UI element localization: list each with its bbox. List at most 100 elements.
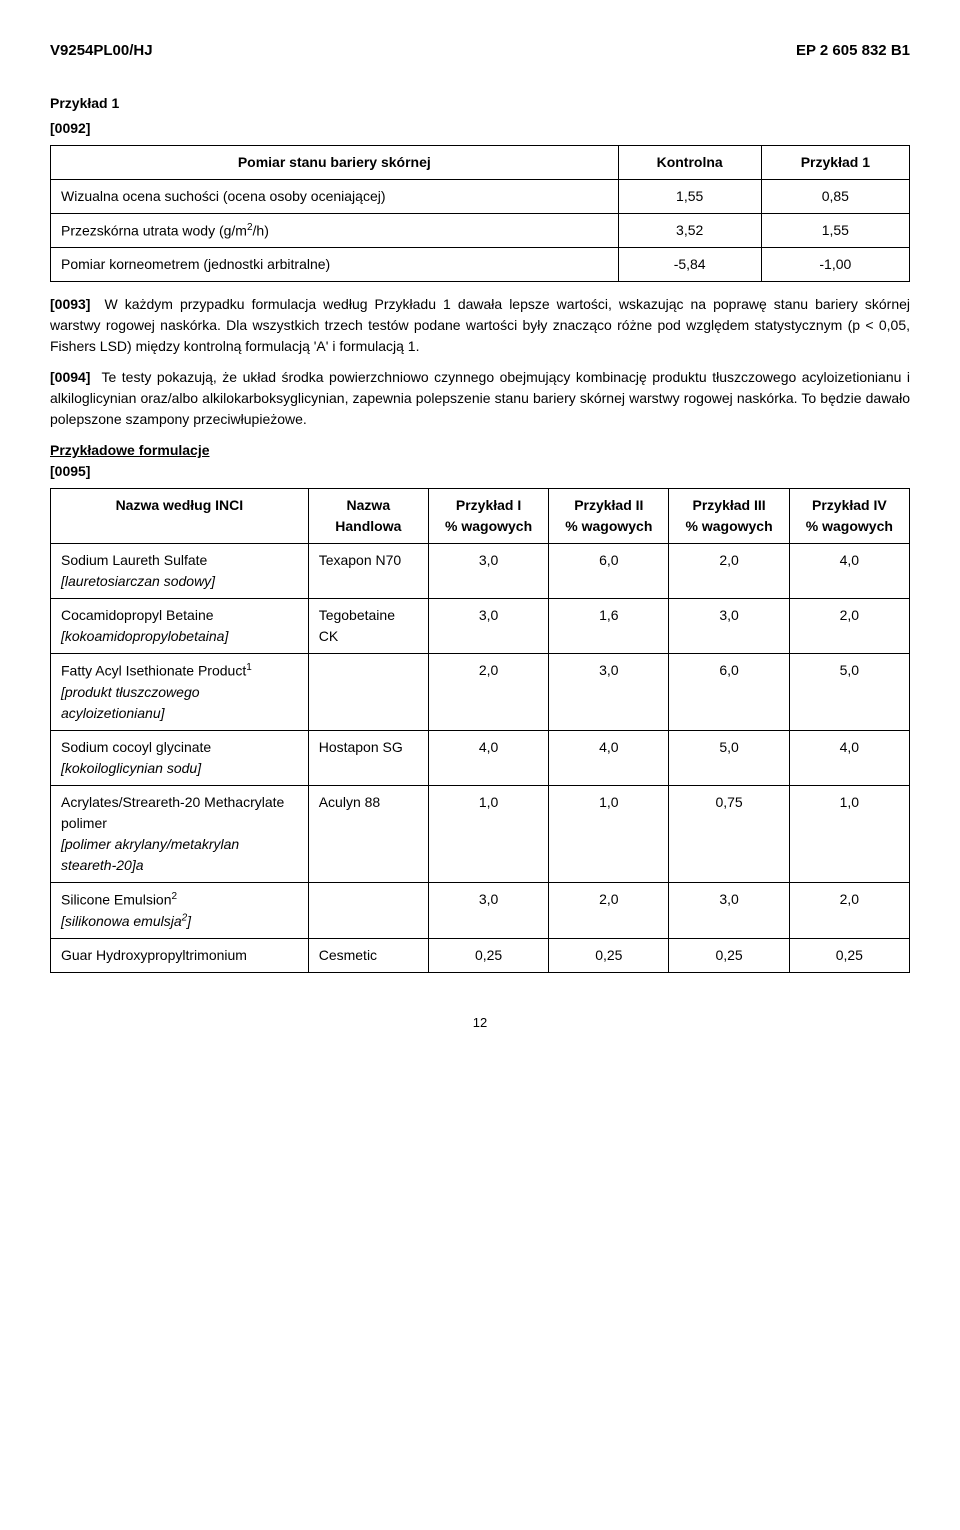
cell: 4,0 xyxy=(789,544,909,599)
ingredient-name: Sodium Laureth Sulfate [lauretosiarczan … xyxy=(51,544,309,599)
ingredient-name: Cocamidopropyl Betaine [kokoamidopropylo… xyxy=(51,599,309,654)
header-right: EP 2 605 832 B1 xyxy=(796,40,910,63)
cell: 4,0 xyxy=(428,730,548,785)
name-sup: 1 xyxy=(246,662,252,673)
ingredient-name: Guar Hydroxypropyltrimonium xyxy=(51,939,309,973)
table-row: Przezskórna utrata wody (g/m2/h) 3,52 1,… xyxy=(51,213,910,248)
cell: 3,52 xyxy=(618,213,761,248)
th-line: % wagowych xyxy=(565,518,652,534)
table-row: Cocamidopropyl Betaine [kokoamidopropylo… xyxy=(51,599,910,654)
paragraph-94: [0094] Te testy pokazują, że układ środk… xyxy=(50,367,910,430)
name-en: Cocamidopropyl Betaine xyxy=(61,607,214,623)
name-pl: [kokoiloglicynian sodu] xyxy=(61,760,201,776)
row-label: Wizualna ocena suchości (ocena osoby oce… xyxy=(51,179,619,213)
th-line: Przykład III xyxy=(693,497,766,513)
cell: 3,0 xyxy=(549,654,669,731)
table-row: Fatty Acyl Isethionate Product1 [produkt… xyxy=(51,654,910,731)
cell: 0,25 xyxy=(549,939,669,973)
name-en: Sodium Laureth Sulfate xyxy=(61,552,207,568)
th-example1: Przykład 1 xyxy=(761,145,909,179)
name-pl: [lauretosiarczan sodowy] xyxy=(61,573,215,589)
cell: 0,85 xyxy=(761,179,909,213)
table-row: Acrylates/Streareth-20 Methacrylate poli… xyxy=(51,785,910,882)
table-row: Pomiar korneometrem (jednostki arbitraln… xyxy=(51,248,910,282)
p94-ref: [0094] xyxy=(50,369,90,385)
page-header: V9254PL00/HJ EP 2 605 832 B1 xyxy=(50,40,910,63)
th-line: Nazwa xyxy=(347,497,391,513)
name-en: Sodium cocoyl glycinate xyxy=(61,739,211,755)
cell: 2,0 xyxy=(549,882,669,938)
trade-name: Texapon N70 xyxy=(308,544,428,599)
table-formulations: Nazwa według INCI Nazwa Handlowa Przykład… xyxy=(50,488,910,973)
cell: 6,0 xyxy=(549,544,669,599)
p95-ref: [0095] xyxy=(50,461,910,482)
cell: 1,55 xyxy=(618,179,761,213)
cell: -5,84 xyxy=(618,248,761,282)
table-header-row: Nazwa według INCI Nazwa Handlowa Przykład… xyxy=(51,489,910,544)
trade-name: Cesmetic xyxy=(308,939,428,973)
trade-name: Hostapon SG xyxy=(308,730,428,785)
ingredient-name: Fatty Acyl Isethionate Product1 [produkt… xyxy=(51,654,309,731)
p93-ref: [0093] xyxy=(50,296,90,312)
name-en: Fatty Acyl Isethionate Product xyxy=(61,663,246,679)
th-line: % wagowych xyxy=(445,518,532,534)
label-text: /h) xyxy=(253,222,269,238)
table-row: Wizualna ocena suchości (ocena osoby oce… xyxy=(51,179,910,213)
th-ex4: Przykład IV % wagowych xyxy=(789,489,909,544)
th-inci: Nazwa według INCI xyxy=(51,489,309,544)
cell: 2,0 xyxy=(428,654,548,731)
cell: 2,0 xyxy=(669,544,789,599)
trade-name xyxy=(308,882,428,938)
name-pl: [produkt tłuszczowego acyloizetionianu] xyxy=(61,684,200,721)
table-row: Silicone Emulsion2 [silikonowa emulsja2]… xyxy=(51,882,910,938)
cell: 0,25 xyxy=(789,939,909,973)
cell: 3,0 xyxy=(428,544,548,599)
th-line: Przykład II xyxy=(574,497,643,513)
ingredient-name: Silicone Emulsion2 [silikonowa emulsja2] xyxy=(51,882,309,938)
name-pl-text: [silikonowa emulsja xyxy=(61,913,182,929)
cell: 1,0 xyxy=(549,785,669,882)
cell: 6,0 xyxy=(669,654,789,731)
trade-name xyxy=(308,654,428,731)
th-ex1: Przykład I % wagowych xyxy=(428,489,548,544)
name-sup: 2 xyxy=(172,891,178,902)
cell: 5,0 xyxy=(789,654,909,731)
th-line: % wagowych xyxy=(806,518,893,534)
row-label: Przezskórna utrata wody (g/m2/h) xyxy=(51,213,619,248)
cell: 1,6 xyxy=(549,599,669,654)
name-en: Guar Hydroxypropyltrimonium xyxy=(61,947,247,963)
section2-title: Przykładowe formulacje xyxy=(50,440,910,461)
paragraph-93: [0093] W każdym przypadku formulacja wed… xyxy=(50,294,910,357)
p92-ref: [0092] xyxy=(50,118,910,139)
cell: 1,0 xyxy=(789,785,909,882)
name-pl: [silikonowa emulsja2] xyxy=(61,913,191,929)
th-ex3: Przykład III% wagowych xyxy=(669,489,789,544)
cell: 3,0 xyxy=(669,599,789,654)
th-line: Handlowa xyxy=(335,518,401,534)
cell: -1,00 xyxy=(761,248,909,282)
ingredient-name: Acrylates/Streareth-20 Methacrylate poli… xyxy=(51,785,309,882)
cell: 4,0 xyxy=(549,730,669,785)
th-line: Przykład IV xyxy=(812,497,887,513)
page-number: 12 xyxy=(50,1013,910,1033)
cell: 1,0 xyxy=(428,785,548,882)
p94-text: Te testy pokazują, że układ środka powie… xyxy=(50,369,910,427)
table-barrier: Pomiar stanu bariery skórnej Kontrolna P… xyxy=(50,145,910,283)
cell: 4,0 xyxy=(789,730,909,785)
trade-name: Tegobetaine CK xyxy=(308,599,428,654)
cell: 3,0 xyxy=(669,882,789,938)
cell: 0,25 xyxy=(428,939,548,973)
cell: 2,0 xyxy=(789,882,909,938)
table-row: Guar Hydroxypropyltrimonium Cesmetic 0,2… xyxy=(51,939,910,973)
name-pl: [kokoamidopropylobetaina] xyxy=(61,628,228,644)
table-row: Sodium Laureth Sulfate [lauretosiarczan … xyxy=(51,544,910,599)
label-text: Przezskórna utrata wody (g/m xyxy=(61,222,247,238)
trade-name: Aculyn 88 xyxy=(308,785,428,882)
cell: 5,0 xyxy=(669,730,789,785)
cell: 0,75 xyxy=(669,785,789,882)
name-pl: [polimer akrylany/metakrylan steareth-20… xyxy=(61,836,239,873)
th-trade: Nazwa Handlowa xyxy=(308,489,428,544)
cell: 1,55 xyxy=(761,213,909,248)
cell: 2,0 xyxy=(789,599,909,654)
th-line: Przykład I xyxy=(456,497,521,513)
